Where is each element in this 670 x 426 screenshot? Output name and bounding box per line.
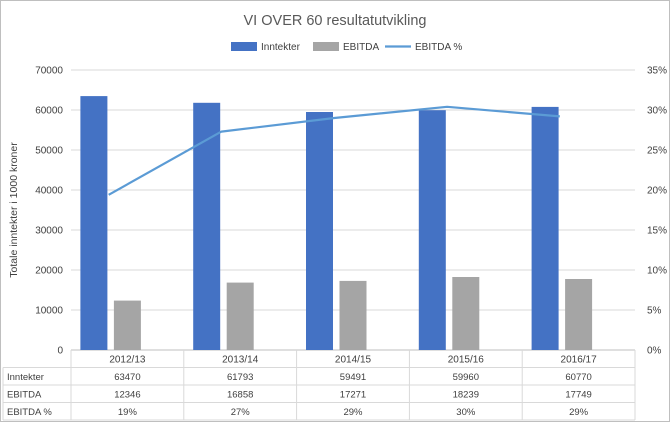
bar-ebitda xyxy=(339,280,367,350)
gridlines xyxy=(71,69,635,351)
x-tick-label: 2015/16 xyxy=(448,355,485,366)
y2-tick-label: 20% xyxy=(647,186,667,197)
x-tick-label: 2012/13 xyxy=(109,355,146,366)
bar-inntekter xyxy=(418,110,446,350)
table-row-label: Inntekter xyxy=(7,372,44,383)
table-cell: 18239 xyxy=(453,390,479,401)
y2-tick-label: 5% xyxy=(647,306,662,317)
table-cell: 59960 xyxy=(453,372,479,383)
table-row-label: EBITDA xyxy=(7,390,42,401)
y-axis-label: Totale inntekter i 1000 kroner xyxy=(8,142,20,278)
table-cell: 61793 xyxy=(227,372,253,383)
bars xyxy=(80,96,593,351)
table-cell: 63470 xyxy=(114,372,140,383)
table-cell: 16858 xyxy=(227,390,253,401)
ebitda-pct-line xyxy=(108,105,560,196)
bar-inntekter xyxy=(306,112,333,350)
y-tick-label: 60000 xyxy=(35,106,63,117)
legend-swatch-inntekter xyxy=(231,42,257,51)
data-table: 2012/13 2013/14 2014/15 2015/16 2016/17 Innte… xyxy=(2,350,636,421)
y2-tick-label: 10% xyxy=(647,266,667,277)
table-cell: 27% xyxy=(231,407,251,418)
table-cell: 19% xyxy=(118,407,138,418)
table-cell: 17749 xyxy=(565,390,591,401)
y-tick-label: 0 xyxy=(57,346,63,357)
bar-inntekter xyxy=(531,106,559,351)
y2-tick-label: 15% xyxy=(647,226,667,237)
y2-axis-ticks: 0% 5% 10% 15% 20% 25% 30% 35% xyxy=(647,66,667,357)
table-cell: 17271 xyxy=(340,390,366,401)
table-cell: 60770 xyxy=(565,372,591,383)
y2-tick-label: 30% xyxy=(647,106,667,117)
legend-label-inntekter: Inntekter xyxy=(261,42,301,53)
y-tick-label: 10000 xyxy=(35,306,63,317)
bar-ebitda xyxy=(452,277,480,350)
x-tick-label: 2013/14 xyxy=(222,355,259,366)
y-tick-label: 40000 xyxy=(35,186,63,197)
y-tick-label: 70000 xyxy=(35,66,63,77)
y-tick-label: 50000 xyxy=(35,146,63,157)
y-tick-label: 30000 xyxy=(35,226,63,237)
y-tick-label: 20000 xyxy=(35,266,63,277)
legend-label-ebitda: EBITDA xyxy=(343,42,379,53)
table-cell: 59491 xyxy=(340,372,366,383)
bar-inntekter xyxy=(80,96,108,350)
x-tick-label: 2016/17 xyxy=(561,355,598,366)
table-row-label: EBITDA % xyxy=(7,407,52,418)
legend: Inntekter EBITDA EBITDA % xyxy=(231,42,462,53)
bar-ebitda xyxy=(565,279,593,350)
legend-swatch-ebitda xyxy=(313,42,339,51)
y2-tick-label: 0% xyxy=(647,346,662,357)
y-axis-ticks: 0 10000 20000 30000 40000 50000 60000 70000 xyxy=(35,66,63,357)
table-cell: 29% xyxy=(343,407,363,418)
bar-ebitda xyxy=(226,282,254,350)
legend-label-ebitda-pct: EBITDA % xyxy=(415,42,462,53)
line-ebitda-pct xyxy=(108,105,560,196)
table-cell: 29% xyxy=(569,407,589,418)
table-cell: 30% xyxy=(456,407,476,418)
table-cell: 12346 xyxy=(114,390,140,401)
chart-title: VI OVER 60 resultatutvikling xyxy=(244,13,427,29)
bar-ebitda xyxy=(113,300,141,350)
x-tick-label: 2014/15 xyxy=(335,355,372,366)
y2-tick-label: 25% xyxy=(647,146,667,157)
y2-tick-label: 35% xyxy=(647,66,667,77)
